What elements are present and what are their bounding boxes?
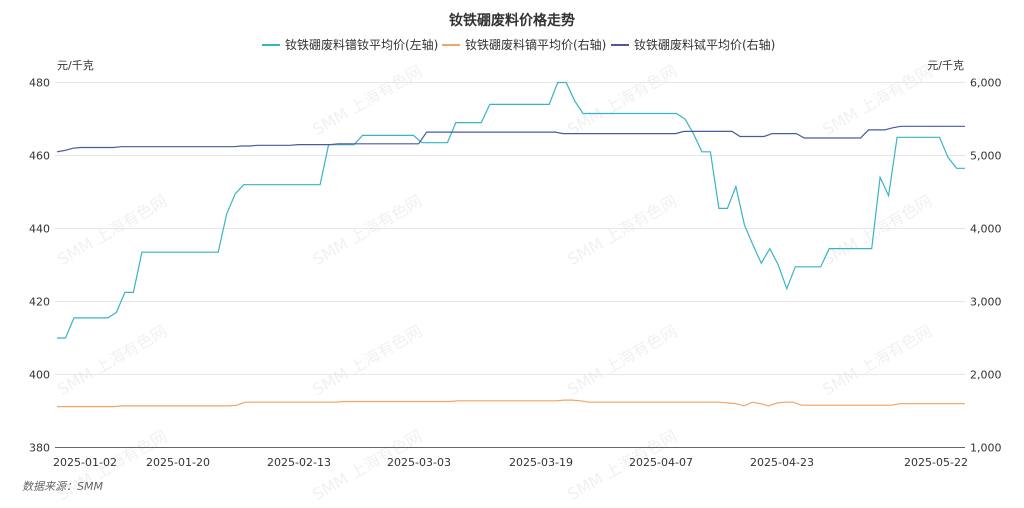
x-tick-2: 2025-02-13 — [267, 456, 331, 469]
legend: 钕铁硼废料镨钕平均价(左轴) 钕铁硼废料镝平均价(右轴) 钕铁硼废料铽平均价(右轴) — [262, 37, 775, 52]
right-axis-unit: 元/千克 — [927, 59, 964, 72]
y-right-tick-0: 1,000 — [970, 442, 1002, 455]
x-ticks: 2025-01-02 2025-01-20 2025-02-13 2025-03-03… — [53, 456, 968, 469]
x-tick-0: 2025-01-02 — [53, 456, 117, 469]
watermark-8: SMM 上海有色网 — [309, 321, 425, 399]
series-line-2 — [56, 125, 965, 153]
x-tick-7: 2025-05-22 — [904, 456, 968, 469]
y-left-tick-1: 400 — [29, 369, 50, 382]
x-tick-5: 2025-04-07 — [629, 456, 693, 469]
y-right-tick-3: 4,000 — [970, 223, 1002, 236]
watermark-9: SMM 上海有色网 — [564, 321, 680, 399]
y-right-tick-2: 3,000 — [970, 296, 1002, 309]
watermark-5: SMM 上海有色网 — [564, 191, 680, 269]
y-right-ticks: 1,000 2,000 3,000 4,000 5,000 6,000 — [970, 77, 1002, 455]
chart-title: 钕铁硼废料价格走势 — [449, 12, 575, 29]
legend-label-2: 钕铁硼废料铽平均价(右轴) — [634, 37, 775, 52]
watermark-1: SMM 上海有色网 — [564, 61, 680, 139]
watermark-0: SMM 上海有色网 — [309, 61, 425, 139]
watermark-10: SMM 上海有色网 — [819, 321, 935, 399]
legend-label-1: 钕铁硼废料镝平均价(右轴) — [465, 37, 606, 52]
legend-label-0: 钕铁硼废料镨钕平均价(左轴) — [285, 37, 438, 52]
watermarks: SMM 上海有色网 SMM 上海有色网 SMM 上海有色网 SMM 上海有色网 SMM … — [54, 61, 935, 504]
y-left-ticks: 380 400 420 440 460 480 — [29, 77, 50, 455]
x-tick-1: 2025-01-20 — [146, 456, 210, 469]
y-right-tick-1: 2,000 — [970, 369, 1002, 382]
series-line-1 — [57, 399, 965, 408]
grid-lines — [55, 82, 965, 375]
left-axis-unit: 元/千克 — [57, 59, 94, 72]
watermark-4: SMM 上海有色网 — [309, 191, 425, 269]
y-right-tick-4: 5,000 — [970, 150, 1002, 163]
y-right-tick-5: 6,000 — [970, 77, 1002, 90]
x-tick-6: 2025-04-23 — [750, 456, 814, 469]
y-left-tick-5: 480 — [29, 77, 50, 90]
x-tick-3: 2025-03-03 — [387, 456, 451, 469]
watermark-7: SMM 上海有色网 — [54, 321, 170, 399]
x-tick-4: 2025-03-19 — [509, 456, 573, 469]
series-line-0 — [57, 81, 965, 339]
y-left-tick-4: 460 — [29, 150, 50, 163]
series-lines — [56, 81, 965, 408]
watermark-3: SMM 上海有色网 — [54, 191, 170, 269]
data-source: 数据来源：SMM — [22, 480, 103, 493]
y-left-tick-2: 420 — [29, 296, 50, 309]
watermark-2: SMM 上海有色网 — [819, 61, 935, 139]
y-left-tick-3: 440 — [29, 223, 50, 236]
y-left-tick-0: 380 — [29, 442, 50, 455]
